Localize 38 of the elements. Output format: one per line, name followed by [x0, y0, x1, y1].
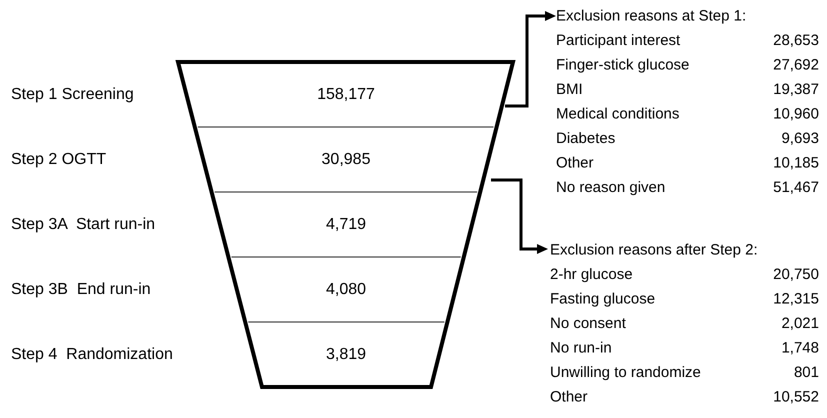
category-label: Step 1 Screening [11, 86, 134, 103]
category-label: Step 4 Randomization [11, 346, 173, 363]
category-label: Step 2 OGTT [11, 151, 106, 168]
data-label: 12,315 [773, 290, 819, 308]
data-label: 10,552 [773, 388, 819, 406]
category-label: Unwilling to randomize [550, 364, 701, 381]
text: Exclusion reasons at Step 1: [556, 8, 746, 24]
category-label: No reason given [556, 179, 666, 196]
category-label: Other [550, 388, 588, 406]
category-label: Step 3B End run-in [11, 281, 151, 298]
data-label: 801 [794, 364, 819, 381]
data-label: 158,177 [317, 86, 376, 103]
data-label: 30,985 [322, 151, 371, 168]
data-label: 28,653 [773, 32, 819, 49]
category-label: BMI [556, 81, 583, 98]
category-label: No consent [550, 315, 627, 332]
category-label: 2-hr glucose [550, 266, 633, 283]
category-label: Other [556, 154, 594, 172]
data-label: 10,960 [773, 106, 819, 122]
text: Exclusion reasons after Step 2: [550, 242, 758, 258]
data-label: 19,387 [773, 81, 819, 98]
category-label: Participant interest [556, 32, 682, 49]
data-label: 51,467 [773, 179, 819, 196]
category-label: Step 3A Start run-in [11, 216, 156, 233]
category-label: No run-in [550, 340, 612, 356]
category-label: Finger-stick glucose [556, 56, 690, 74]
category-label: Fasting glucose [550, 290, 656, 308]
category-label: Diabetes [556, 130, 616, 147]
data-label: 3,819 [326, 346, 366, 363]
data-label: 9,693 [781, 130, 819, 147]
category-label: Medical conditions [556, 106, 680, 122]
data-label: 1,748 [781, 340, 819, 356]
data-label: 4,719 [326, 216, 366, 233]
data-label: 20,750 [773, 266, 819, 283]
data-label: 4,080 [326, 281, 366, 298]
data-label: 2,021 [781, 315, 819, 332]
data-label: 27,692 [773, 56, 819, 74]
data-label: 10,185 [773, 154, 819, 172]
